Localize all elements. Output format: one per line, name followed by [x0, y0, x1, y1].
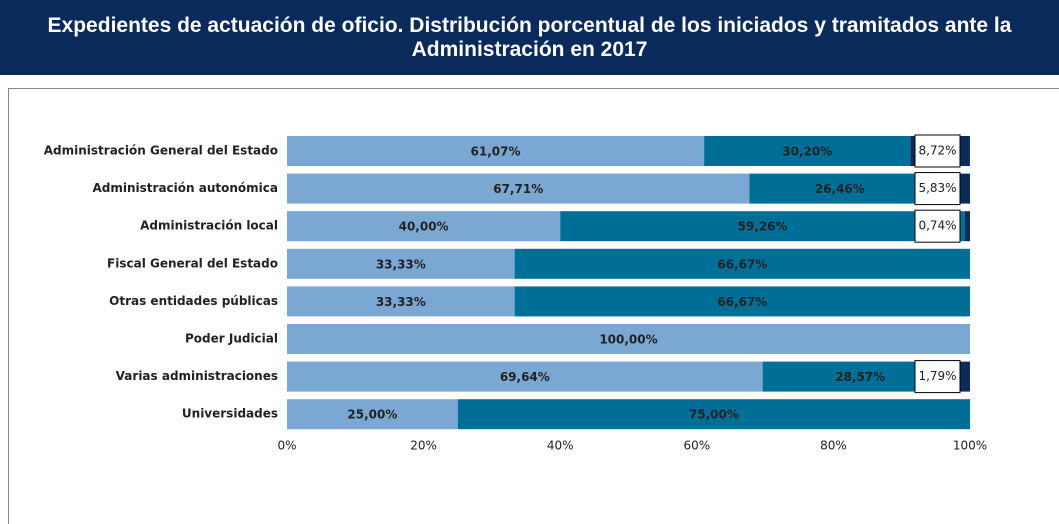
- value-label: 66,67%: [717, 257, 767, 271]
- x-tick-label: 60%: [683, 439, 710, 453]
- bar-segment: [287, 399, 458, 430]
- x-tick-label: 100%: [953, 439, 987, 453]
- bar-segment: [749, 173, 931, 204]
- bar-segment: [287, 173, 750, 204]
- value-label: 30,20%: [782, 145, 832, 159]
- bar-segment: [287, 324, 970, 354]
- x-tick-label: 80%: [820, 439, 847, 453]
- category-label: Varias administraciones: [116, 369, 278, 383]
- value-label: 100,00%: [599, 333, 657, 347]
- value-label: 33,33%: [376, 257, 426, 271]
- frame: [8, 88, 1059, 524]
- category-label: Fiscal General del Estado: [107, 256, 278, 270]
- value-label: 5,83%: [918, 181, 956, 195]
- x-tick-label: 0%: [277, 439, 296, 453]
- label-box: [914, 360, 961, 394]
- title-banner: Expedientes de actuación de oficio. Dist…: [0, 0, 1059, 75]
- value-label: 40,00%: [399, 220, 449, 234]
- value-label: 25,00%: [347, 408, 397, 422]
- bar-segment: [514, 286, 970, 317]
- category-label: Administración General del Estado: [44, 144, 278, 158]
- value-label: 8,72%: [918, 144, 956, 158]
- value-label: 69,64%: [500, 370, 550, 384]
- label-box: [914, 172, 961, 206]
- category-label: Administración local: [140, 219, 278, 233]
- category-label: Universidades: [182, 407, 278, 421]
- bar-segment: [287, 361, 763, 392]
- value-label: 28,57%: [835, 370, 885, 384]
- bar-segment: [287, 211, 561, 242]
- bar-segment: [560, 211, 965, 242]
- x-tick-label: 40%: [547, 439, 574, 453]
- bar-segment: [457, 399, 970, 430]
- value-label: 66,67%: [717, 295, 767, 309]
- bar-segment: [287, 286, 515, 317]
- x-tick-label: 20%: [410, 439, 437, 453]
- bar-segment: [964, 211, 970, 242]
- category-label: Otras entidades públicas: [109, 294, 278, 308]
- value-label: 1,79%: [918, 369, 956, 383]
- bar-segment: [957, 361, 970, 392]
- value-label: 33,33%: [376, 295, 426, 309]
- value-label: 75,00%: [689, 408, 739, 422]
- label-box: [914, 209, 961, 243]
- category-label: Administración autonómica: [93, 181, 278, 195]
- bar-segment: [287, 248, 515, 279]
- value-label: 59,26%: [738, 220, 788, 234]
- value-label: 67,71%: [493, 182, 543, 196]
- bar-segment: [514, 248, 970, 279]
- bar-segment: [704, 136, 911, 166]
- value-label: 26,46%: [815, 182, 865, 196]
- category-label: Poder Judicial: [185, 332, 278, 346]
- label-box: [914, 134, 961, 168]
- chart-title: Expedientes de actuación de oficio. Dist…: [47, 13, 1012, 61]
- value-label: 61,07%: [471, 145, 521, 159]
- value-label: 0,74%: [918, 219, 956, 233]
- bar-segment: [287, 136, 705, 166]
